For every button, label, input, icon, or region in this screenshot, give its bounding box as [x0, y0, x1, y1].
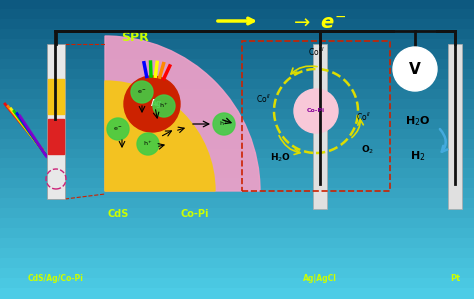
Text: H$_2$O: H$_2$O — [405, 114, 431, 128]
Bar — [0, 49, 474, 60]
Text: CdS/Ag/Co-Pi: CdS/Ag/Co-Pi — [28, 274, 84, 283]
Text: Pt: Pt — [450, 274, 460, 283]
Text: H$_2$: H$_2$ — [410, 149, 426, 163]
Bar — [0, 19, 474, 30]
Bar — [0, 89, 474, 100]
Bar — [0, 208, 474, 219]
Text: Co-Pi: Co-Pi — [307, 109, 325, 114]
Text: Co$^{II}$: Co$^{II}$ — [256, 93, 272, 105]
Bar — [0, 29, 474, 40]
Bar — [0, 158, 474, 170]
Bar — [47, 44, 65, 199]
Bar — [0, 278, 474, 289]
Bar — [0, 198, 474, 209]
Text: Ag|AgCl: Ag|AgCl — [303, 274, 337, 283]
Bar — [0, 138, 474, 150]
Bar — [0, 99, 474, 110]
Bar — [242, 41, 390, 191]
Bar — [0, 119, 474, 129]
Bar — [0, 79, 474, 90]
Text: O$_2$: O$_2$ — [362, 144, 374, 156]
Bar — [313, 44, 327, 209]
Circle shape — [124, 76, 180, 132]
Circle shape — [294, 89, 338, 133]
Bar — [0, 0, 474, 10]
Bar — [448, 44, 462, 209]
Text: Co-Pi: Co-Pi — [181, 209, 209, 219]
Circle shape — [213, 113, 235, 135]
Bar — [0, 248, 474, 259]
Circle shape — [153, 95, 175, 117]
Bar — [48, 79, 64, 114]
Circle shape — [107, 118, 129, 140]
Text: V: V — [409, 62, 421, 77]
Bar — [0, 238, 474, 249]
Bar — [0, 268, 474, 279]
Text: Co$^{III}$: Co$^{III}$ — [308, 46, 324, 58]
Bar — [0, 228, 474, 239]
Text: e$^-$: e$^-$ — [113, 125, 123, 133]
Bar — [0, 218, 474, 229]
Bar — [0, 9, 474, 20]
Text: $\rightarrow$ e$^{-}$: $\rightarrow$ e$^{-}$ — [290, 13, 346, 33]
Text: CdS: CdS — [107, 209, 128, 219]
Text: Ag: Ag — [151, 100, 163, 109]
Text: Co$^{II}$: Co$^{II}$ — [356, 111, 372, 123]
Bar — [0, 39, 474, 50]
Bar — [0, 258, 474, 269]
Bar — [0, 168, 474, 179]
Text: H$_2$O: H$_2$O — [271, 152, 292, 164]
Bar — [48, 119, 64, 154]
Text: h$^+$: h$^+$ — [219, 120, 229, 129]
Bar — [0, 129, 474, 140]
Text: e$^-$: e$^-$ — [137, 88, 147, 96]
Circle shape — [131, 81, 153, 103]
Circle shape — [137, 133, 159, 155]
Bar — [0, 59, 474, 70]
Text: h$^+$: h$^+$ — [159, 102, 169, 110]
Bar — [0, 288, 474, 299]
Bar — [0, 69, 474, 80]
Bar — [0, 179, 474, 189]
Wedge shape — [105, 36, 260, 191]
Text: h$^+$: h$^+$ — [143, 140, 153, 148]
Bar — [0, 149, 474, 159]
Bar — [0, 188, 474, 199]
Text: SPR: SPR — [121, 31, 149, 44]
Bar — [0, 109, 474, 120]
Circle shape — [393, 47, 437, 91]
Wedge shape — [105, 81, 215, 191]
